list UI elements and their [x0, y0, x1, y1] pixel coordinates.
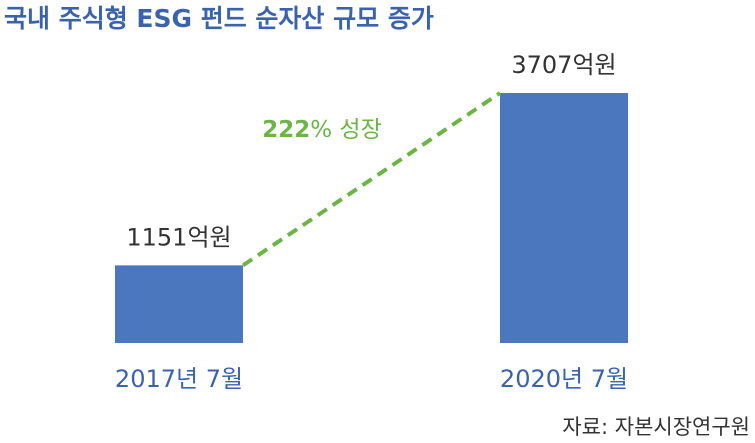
- annotation-part: 222: [262, 117, 310, 143]
- growth-line: [241, 91, 502, 268]
- annotation-part: % 성장: [310, 117, 382, 143]
- chart-title: 국내 주식형 ESG 펀드 순자산 규모 증가: [4, 4, 434, 33]
- annotation: 222% 성장: [262, 117, 382, 143]
- bar: [115, 265, 243, 343]
- value-label: 3707억원: [511, 51, 616, 79]
- source: 자료: 자본시장연구원: [562, 415, 750, 439]
- x-tick-label: 2020년 7월: [500, 365, 628, 393]
- bar: [500, 93, 628, 343]
- x-tick-label: 2017년 7월: [115, 365, 243, 393]
- value-label: 1151억원: [126, 223, 231, 251]
